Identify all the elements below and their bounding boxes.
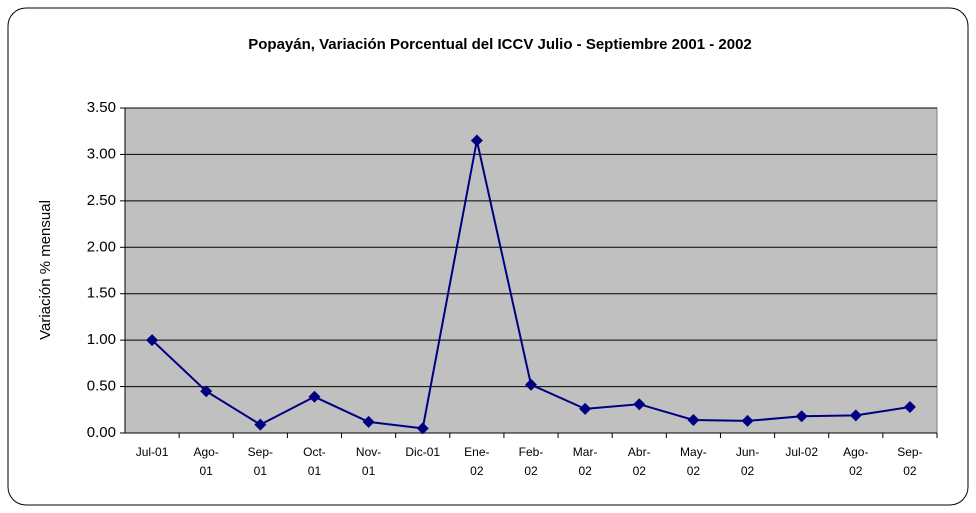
x-tick-label: Jul-02 [785,445,818,459]
y-tick-label: 3.50 [87,99,116,116]
data-point [741,414,754,427]
data-point [308,390,321,403]
y-tick-label: 3.00 [87,145,116,162]
x-tick-label: Sep-02 [897,445,923,478]
data-point [687,414,700,426]
x-tick-label: Oct-01 [303,445,326,478]
data-point [525,378,537,391]
x-tick-label: May-02 [680,445,707,478]
x-tick-label: Ago-01 [193,445,219,478]
data-point [903,401,916,413]
y-tick-label: 1.00 [87,331,116,348]
data-point [470,134,483,147]
x-tick-label: Sep-01 [247,445,273,478]
y-tick-label: 1.50 [87,285,116,302]
data-point [200,385,213,398]
x-tick-label: Abr-02 [627,445,651,478]
data-point [795,410,808,423]
x-tick-label: Ago-02 [843,445,869,478]
x-tick-label: Dic-01 [405,445,441,459]
data-point [579,402,592,415]
data-point [633,398,646,411]
data-point [254,418,267,431]
y-tick-label: 0.50 [87,378,116,395]
data-point [849,409,862,422]
y-tick-label: 2.00 [87,238,116,255]
x-tick-label: Jun-02 [735,445,760,478]
data-point [146,334,159,347]
y-tick-label: 2.50 [87,192,116,209]
y-axis-label: Variación % mensual [37,200,54,340]
x-tick-label: Jul-01 [135,445,169,459]
data-point [362,415,375,428]
x-tick-label: Ene-02 [464,445,490,478]
chart-title: Popayán, Variación Porcentual del ICCV J… [248,36,752,53]
y-tick-label: 0.00 [87,424,116,441]
x-tick-label: Feb-02 [518,445,544,478]
data-point [416,422,429,435]
x-tick-label: Mar-02 [572,445,598,478]
x-tick-label: Nov-01 [355,445,382,478]
